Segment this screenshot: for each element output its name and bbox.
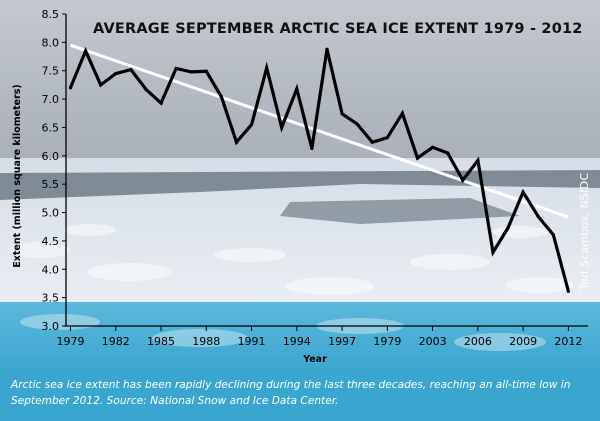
x-tick-label: 1994 [283,335,311,348]
y-tick-label: 3.5 [42,292,60,305]
extent-point-1998 [355,122,359,126]
extent-point-1989 [219,95,223,99]
series-layer [68,43,570,293]
extent-point-2012 [566,289,570,293]
extent-point-2002 [415,156,420,160]
x-tick-label: 2009 [509,335,537,348]
extent-point-2006 [476,158,480,162]
x-tick-label: 1988 [192,335,220,348]
extent-point-2007 [491,250,495,254]
y-tick-label: 4.0 [42,263,60,276]
photo-credit: Ted Scambos, NSIDC [578,172,591,290]
x-tick-label: 2006 [464,335,492,348]
y-tick-label: 3.0 [42,320,60,333]
y-tick-label: 7.0 [42,93,60,106]
extent-point-1999 [370,140,374,144]
extent-point-1984 [144,87,148,92]
extent-point-1983 [129,67,133,72]
chart-title: AVERAGE SEPTEMBER ARCTIC SEA ICE EXTENT … [93,21,583,37]
y-tick-label: 5.5 [42,178,60,191]
x-tick-label: 1991 [238,335,266,348]
y-tick-label: 8.0 [42,36,60,49]
extent-point-1986 [174,66,178,71]
extent-point-2003 [431,145,435,149]
y-tick-label: 5.0 [42,207,60,220]
extent-point-1987 [189,70,193,74]
extent-point-2000 [385,136,389,140]
extent-point-1985 [159,101,163,105]
x-tick-label: 1997 [328,335,356,348]
y-tick-label: 6.0 [42,150,60,163]
extent-point-1988 [204,69,208,73]
x-tick-group: 1979 1982 1985 1988 1991 1994 1997 1979 2003 2006… [57,326,582,348]
caption-text: Arctic sea ice extent has been rapidly d… [11,379,571,407]
x-tick-label: 2003 [419,335,447,348]
extent-point-2009 [521,190,525,194]
extent-point-2011 [551,233,555,237]
y-axis-title: Extent (million square kilometers) [12,84,23,268]
x-tick-label: 1979 [57,335,85,348]
background-photo [0,0,600,372]
extent-point-2001 [400,111,405,115]
y-tick-label: 6.5 [42,121,60,134]
extent-point-1993 [280,125,284,130]
caption-box: Arctic sea ice extent has been rapidly d… [0,372,600,421]
extent-point-1995 [310,146,314,151]
y-tick-group: 3.0 3.5 4.0 4.5 5.0 5.5 6.0 6.5 7.0 7.5 8.0 8.5 [42,8,66,333]
extent-point-2008 [506,226,510,230]
x-axis-title: Year [302,354,327,365]
chart-svg: AVERAGE SEPTEMBER ARCTIC SEA ICE EXTENT … [0,0,600,372]
extent-point-1981 [99,83,103,87]
extent-point-1994 [295,87,299,91]
y-tick-label: 8.5 [42,8,60,21]
extent-point-1997 [340,112,344,116]
x-tick-label: 1985 [147,335,175,348]
extent-point-2005 [461,178,465,182]
x-tick-label: 2012 [554,335,582,348]
trend-line [70,43,569,219]
extent-point-1990 [234,140,239,144]
extent-point-1982 [114,71,118,76]
extent-point-1979 [68,86,73,90]
extent-point-1992 [265,66,269,70]
extent-point-1996 [325,47,329,51]
x-tick-label: 1979 [373,335,401,348]
y-tick-label: 7.5 [42,65,60,78]
extent-series-line [69,46,570,292]
x-tick-label: 1982 [102,335,130,348]
y-tick-label: 4.5 [42,235,60,248]
extent-point-1991 [249,123,254,127]
extent-point-2004 [446,151,450,155]
extent-point-2010 [536,214,540,219]
extent-point-1980 [84,49,88,53]
